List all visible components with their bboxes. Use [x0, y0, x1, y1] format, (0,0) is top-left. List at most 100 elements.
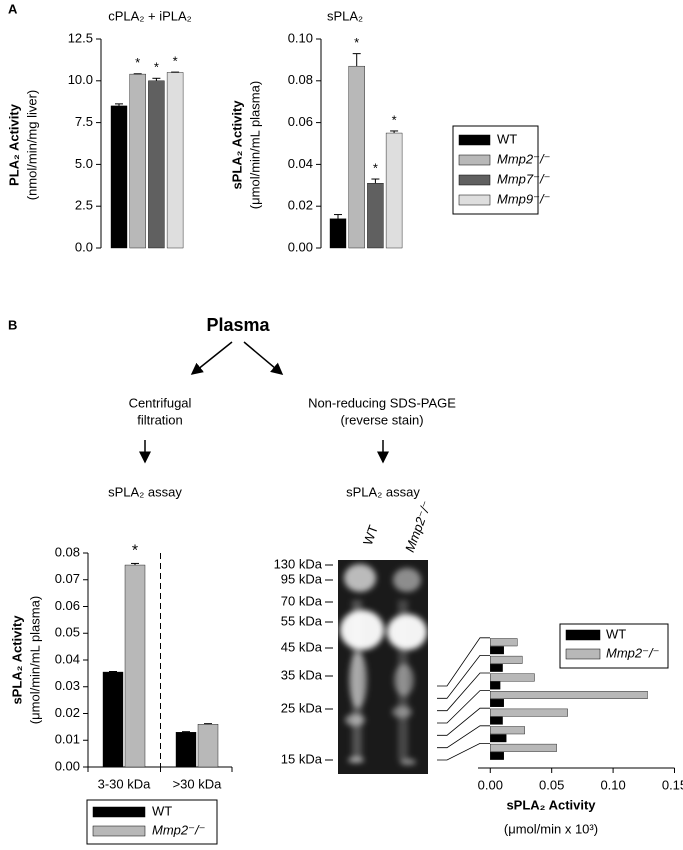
arrow — [190, 341, 233, 375]
x-tick-label: 0.05 — [539, 777, 564, 792]
y-tick-label: 0.05 — [55, 625, 80, 640]
y-tick-label: 0.08 — [288, 72, 313, 87]
significance: * — [392, 112, 397, 127]
bar — [102, 671, 124, 768]
legend-label: Mmp2⁻/⁻ — [152, 822, 205, 837]
bar — [490, 681, 501, 690]
bar — [110, 105, 128, 249]
gel-image — [338, 560, 428, 774]
error-bar — [152, 77, 161, 81]
marker-label: 70 kDa — [281, 593, 323, 608]
bar — [129, 73, 146, 249]
y-tick-label: 0.00 — [55, 758, 80, 773]
legend-label: Mmp2⁻/⁻ — [497, 151, 550, 166]
lane-label: WT — [360, 523, 381, 547]
connector — [437, 707, 490, 736]
y-tick-label: 0.04 — [55, 651, 80, 666]
legend-label: WT — [152, 803, 172, 818]
flow-step: Non-reducing SDS-PAGE — [308, 395, 456, 410]
bar — [490, 743, 557, 752]
connector — [437, 725, 490, 749]
bar — [197, 724, 219, 768]
y-tick-label: 0.04 — [288, 156, 313, 171]
flow-root: Plasma — [206, 315, 270, 335]
error-bar — [204, 723, 212, 725]
legend-swatch — [458, 174, 491, 186]
bar — [490, 726, 525, 735]
panel-label: B — [8, 317, 17, 332]
connector — [437, 672, 490, 712]
legend-label: WT — [606, 626, 626, 641]
legend-swatch — [92, 825, 146, 837]
y-axis-label: PLA₂ Activity — [6, 103, 21, 186]
significance: * — [132, 543, 138, 560]
y-tick-label: 0.10 — [288, 30, 313, 45]
legend-swatch — [458, 194, 491, 206]
x-tick-label: 0.15 — [662, 777, 683, 792]
connector — [437, 743, 490, 761]
significance: * — [354, 35, 359, 50]
error-bar — [115, 103, 123, 106]
y-tick-label: 0.01 — [55, 732, 80, 747]
y-tick-label: 0.02 — [55, 705, 80, 720]
legend-label: Mmp9⁻/⁻ — [497, 191, 550, 206]
y-tick-label: 0.08 — [55, 544, 80, 559]
bar — [367, 183, 384, 249]
y-tick-label: 0.02 — [288, 198, 313, 213]
legend-label: WT — [497, 131, 517, 146]
significance: * — [154, 60, 159, 75]
bar — [166, 72, 184, 249]
flow-assay: sPLA₂ assay — [108, 484, 182, 499]
flow-assay: sPLA₂ assay — [346, 484, 420, 499]
y-tick-label: 12.5 — [68, 30, 93, 45]
legend-swatch — [565, 648, 601, 660]
marker-label: 95 kDa — [281, 571, 323, 586]
legend-swatch — [92, 806, 146, 818]
bar — [490, 716, 503, 725]
x-tick-label: >30 kDa — [173, 776, 223, 791]
y-tick-label: 10.0 — [68, 72, 93, 87]
connector — [437, 637, 490, 687]
y-tick-label: 2.5 — [75, 198, 93, 213]
bar — [490, 699, 504, 707]
significance: * — [173, 54, 178, 69]
y-axis-units: (μmol/min/mL plasma) — [27, 596, 42, 724]
error-bar — [182, 731, 190, 733]
bar — [348, 65, 365, 249]
y-tick-label: 0.07 — [55, 571, 80, 586]
bar — [148, 80, 165, 249]
bar — [490, 646, 504, 655]
y-tick-label: 0.03 — [55, 678, 80, 693]
bar — [490, 734, 507, 743]
y-tick-label: 0.06 — [55, 598, 80, 613]
panel-label: A — [8, 1, 18, 16]
flow-step: filtration — [137, 412, 183, 427]
marker-label: 35 kDa — [281, 667, 323, 682]
error-bar — [109, 671, 117, 673]
error-bar — [390, 130, 399, 134]
flow-step: Centrifugal — [129, 395, 192, 410]
connector — [437, 655, 490, 699]
legend-swatch — [458, 154, 491, 166]
error-bar — [334, 214, 342, 219]
y-axis-units: (μmol/min/mL plasma) — [247, 81, 262, 209]
marker-label: 45 kDa — [281, 639, 323, 654]
y-axis-label: sPLA₂ Activity — [229, 100, 244, 190]
significance: * — [373, 160, 378, 175]
legend-swatch — [565, 629, 601, 641]
bar — [175, 732, 197, 768]
flow-step: (reverse stain) — [340, 412, 423, 427]
y-tick-label: 5.0 — [75, 156, 93, 171]
bar — [385, 132, 403, 249]
marker-label: 130 kDa — [274, 556, 323, 571]
significance: * — [135, 55, 140, 70]
bar — [490, 691, 648, 699]
y-axis-units: (nmol/min/mg liver) — [24, 90, 39, 201]
legend-label: Mmp2⁻/⁻ — [606, 645, 659, 660]
x-tick-label: 3-30 kDa — [98, 776, 152, 791]
y-tick-label: 0.06 — [288, 114, 313, 129]
error-bar — [371, 178, 380, 184]
bar — [490, 655, 523, 664]
marker-label: 55 kDa — [281, 613, 323, 628]
